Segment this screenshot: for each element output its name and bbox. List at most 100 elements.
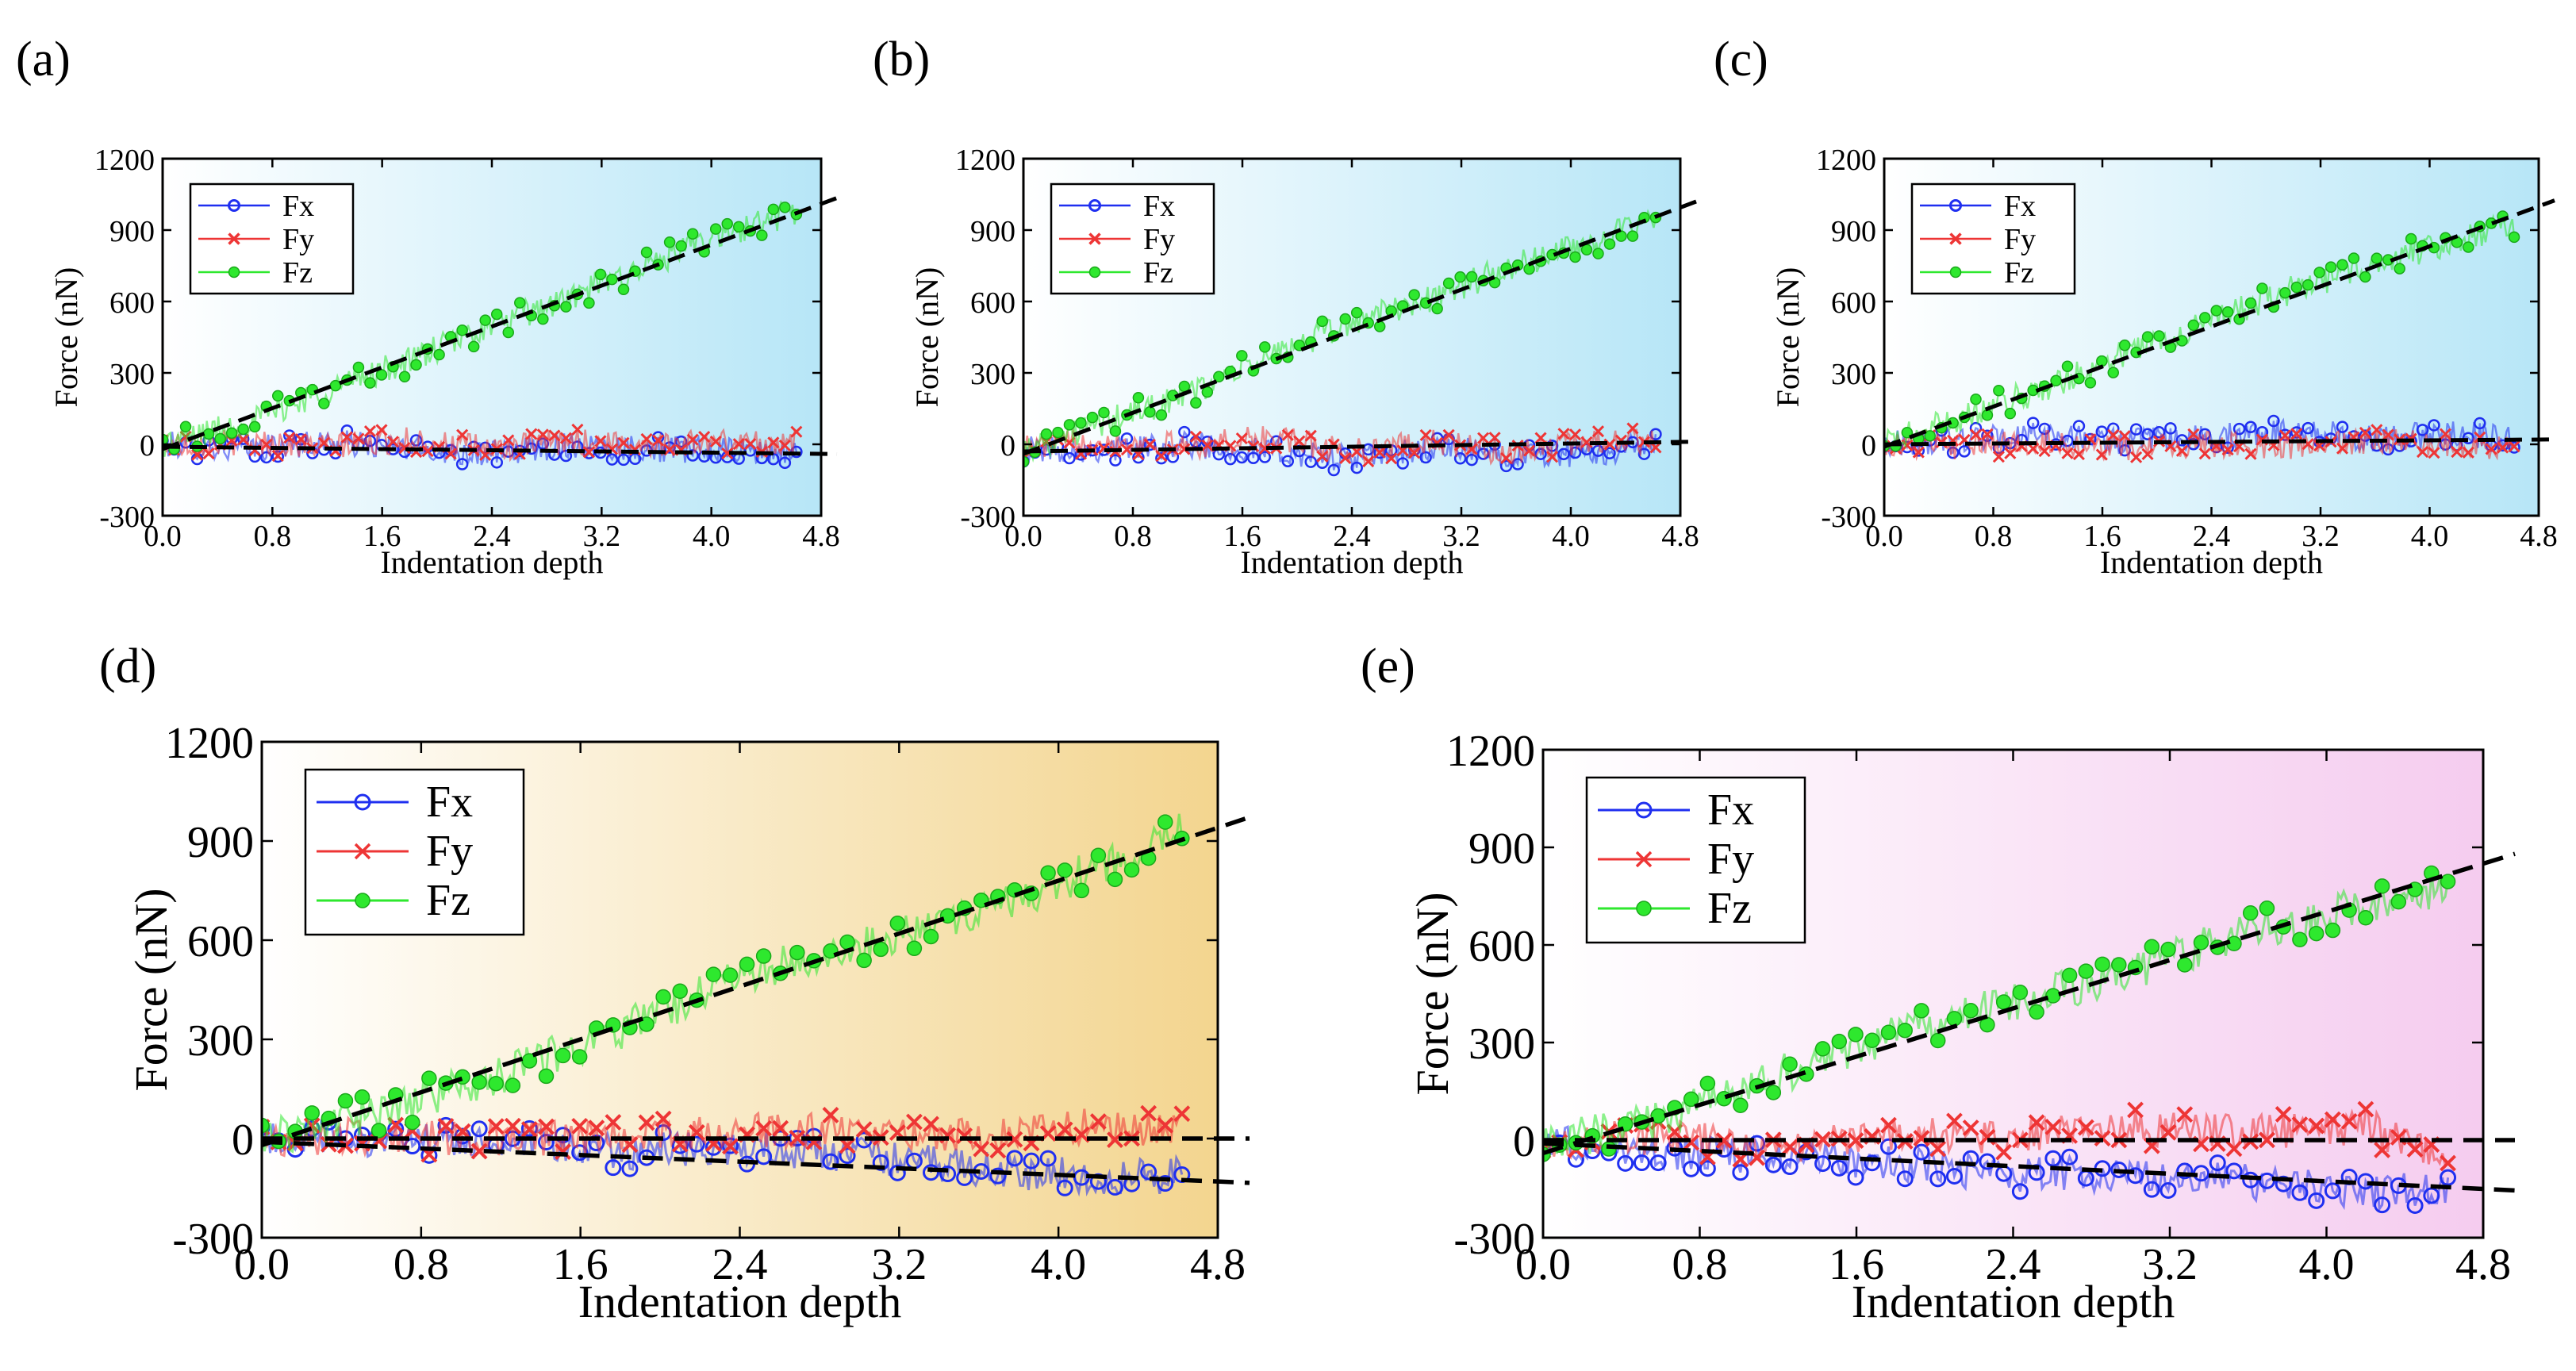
series-Fy-point [437, 1117, 455, 1135]
series-Fz-point [1603, 238, 1616, 250]
series-Fz-point [571, 1049, 588, 1065]
series-Fy-point [2038, 444, 2051, 458]
series-Fx-point [2416, 424, 2429, 436]
legend-label-Fx: Fx [2004, 190, 2036, 223]
series-Fy-point [1545, 451, 1559, 463]
series-Fy-line [1543, 1105, 2449, 1167]
series-Fz-point [1052, 426, 1064, 439]
series-Fz-point [2244, 297, 2257, 309]
series-Fx-point [1063, 451, 1076, 465]
y-tick-label: -300 [99, 501, 155, 534]
series-Fx-point [2209, 1154, 2226, 1172]
plot-area [1884, 210, 2520, 463]
series-Fx-line [262, 1118, 1184, 1197]
series-Fy-point [470, 1142, 488, 1160]
series-Fx-point [1979, 1153, 1996, 1170]
series-Fz-point [2394, 263, 2405, 275]
series-Fz-point [1993, 384, 2005, 397]
y-tick-label: 0 [140, 429, 155, 463]
y-tick-label: 600 [187, 917, 254, 966]
series-Fx-point [1617, 1154, 1634, 1172]
series-Fx-point [2244, 421, 2257, 434]
series-Fz-point [537, 313, 549, 325]
legend-marker-Fx [354, 793, 371, 811]
series-Fy-point [191, 448, 204, 461]
series-Fz-line [163, 200, 798, 457]
series-Fx-point [2127, 1167, 2144, 1185]
series-Fz-point [733, 221, 745, 233]
series-Fz-point [1063, 419, 1076, 431]
series-Fy-point [2225, 1140, 2243, 1158]
series-Fy-point [1477, 432, 1490, 444]
series-Fz-point [2325, 922, 2341, 939]
series-Fy-point [421, 445, 434, 458]
legend-label-Fx: Fx [1143, 190, 1175, 223]
series-Fy-point [2118, 430, 2131, 443]
series-Fz-point [756, 229, 768, 241]
series-Fx-point [1258, 451, 1272, 463]
series-Fz-point [456, 325, 468, 336]
series-Fx-point [923, 1164, 939, 1181]
series-Fx-point [2336, 421, 2349, 433]
series-Fz-point [471, 1074, 487, 1090]
series-Fy-point [789, 1129, 806, 1146]
series-Fx-point [2291, 1184, 2309, 1201]
series-Fz-point [502, 326, 514, 339]
y-axis-label: Force (nN) [125, 888, 177, 1091]
x-tick-label: 2.4 [1333, 520, 1371, 553]
series-Fz-point [1995, 994, 2012, 1010]
series-Fz-point [889, 915, 906, 931]
y-tick-label: -300 [172, 1215, 254, 1264]
series-Fx-point [490, 456, 503, 469]
y-tick-label: 300 [109, 358, 155, 391]
series-Fy-point [2497, 441, 2509, 454]
fit-line [1883, 198, 2555, 449]
series-Fy-point [2175, 444, 2188, 457]
series-Fy-point [588, 1119, 605, 1137]
series-Fy-point [340, 431, 353, 444]
series-Fz-point [2325, 261, 2337, 273]
series-Fy-point [1189, 430, 1202, 443]
x-tick-label: 0.0 [144, 520, 182, 553]
x-tick-label: 4.0 [2411, 520, 2449, 553]
series-Fy-point [767, 436, 780, 449]
series-Fx-point [409, 434, 423, 447]
series-Fz-point [1848, 1027, 1864, 1043]
series-Fy-point [652, 434, 665, 447]
series-Fx-point [1178, 425, 1191, 439]
series-Fx-point [571, 1144, 589, 1162]
series-Fz-point [1963, 1003, 1979, 1019]
series-Fz-point [2029, 1004, 2044, 1020]
series-Fz-point [1057, 862, 1073, 878]
series-Fy-point [2095, 448, 2108, 461]
series-Fz-point [1580, 244, 1593, 256]
series-Fy-point [1715, 1132, 1733, 1149]
x-tick-label: 0.0 [234, 1240, 290, 1289]
series-Fz-point [1626, 230, 1639, 242]
series-Fz-line [262, 813, 1184, 1154]
series-Fz-point [1914, 1003, 1929, 1019]
series-Fz-point [594, 268, 607, 281]
series-Fy-point [1373, 446, 1386, 459]
panel-label: (d) [99, 639, 156, 693]
legend-label-Fz: Fz [2004, 256, 2034, 290]
series-Fx-point [1830, 1159, 1848, 1177]
series-Fy-point [2278, 429, 2291, 442]
legend-marker-Fz [1949, 266, 1962, 278]
series-Fy-point [1173, 1105, 1191, 1123]
x-tick-label: 1.6 [1223, 520, 1261, 553]
series-Fz-point [1339, 313, 1351, 325]
series-Fy-point [2462, 446, 2474, 459]
legend-marker-Fx [1635, 801, 1653, 819]
series-Fx-point [1534, 447, 1547, 460]
series-Fy-point [2141, 447, 2154, 461]
series-Fz-point [1157, 814, 1173, 830]
series-Fy-point [2324, 1111, 2341, 1128]
series-Fy-point [2107, 428, 2120, 441]
series-Fx-point [2302, 421, 2314, 435]
series-Fy-point [487, 1118, 505, 1135]
series-Fz-point [410, 359, 422, 371]
fit-line [1883, 437, 2555, 447]
legend-marker-Fz [1636, 901, 1652, 916]
